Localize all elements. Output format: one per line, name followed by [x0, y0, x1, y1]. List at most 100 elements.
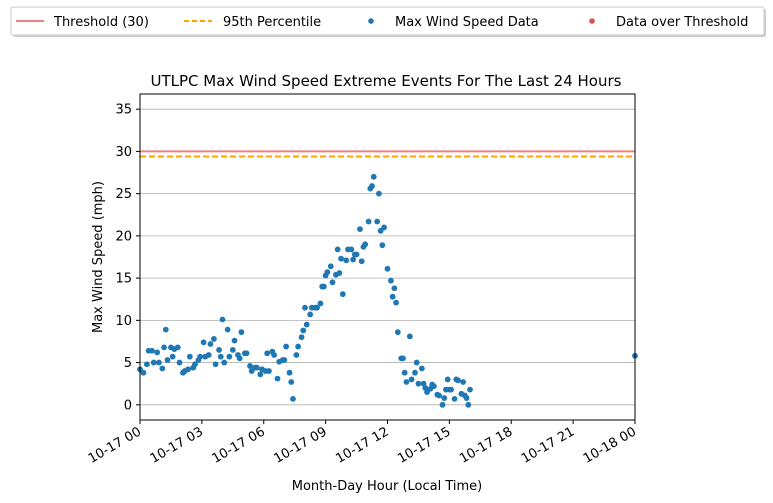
wind-speed-point [415, 380, 422, 387]
wind-speed-point [162, 326, 169, 333]
wind-speed-point [298, 334, 305, 341]
x-axis-label: Month-Day Hour (Local Time) [292, 479, 482, 494]
wind-speed-point [271, 352, 277, 358]
wind-speed-point [150, 359, 157, 366]
wind-speed-point [238, 329, 245, 336]
wind-speed-point [161, 344, 167, 351]
y-tick-label: 10 [115, 314, 132, 329]
wind-speed-point [384, 265, 391, 272]
wind-speed-point [460, 379, 467, 385]
wind-speed-point [274, 375, 281, 382]
wind-speed-point [207, 341, 214, 347]
wind-speed-point [317, 300, 324, 307]
x-tick-label: 10-17 12 [333, 424, 391, 466]
wind-speed-point [413, 359, 420, 366]
y-axis-ticks: 0 5 10 15 20 25 30 35 [115, 103, 140, 413]
wind-speed-point [444, 376, 451, 383]
grid-lines [140, 108, 635, 406]
y-tick-label: 15 [115, 272, 132, 287]
wind-speed-point [243, 350, 250, 357]
wind-speed-point [343, 257, 350, 264]
wind-speed-point [257, 371, 264, 378]
wind-speed-point [465, 401, 472, 408]
wind-speed-point [286, 369, 293, 376]
wind-speed-point [379, 242, 386, 249]
wind-speed-point [455, 377, 461, 384]
wind-speed-point [200, 339, 207, 346]
y-tick-label: 25 [115, 187, 132, 202]
wind-speed-point [381, 224, 387, 231]
wind-speed-point [314, 304, 320, 311]
y-tick-label: 35 [115, 103, 132, 118]
wind-speed-point [212, 361, 219, 368]
wind-speed-point [412, 369, 418, 376]
wind-speed-point [418, 365, 425, 372]
wind-speed-point [216, 347, 222, 353]
wind-speed-point [436, 392, 442, 399]
legend-over-threshold-swatch [589, 18, 595, 24]
legend-box [10, 6, 765, 36]
wind-speed-point [143, 361, 150, 368]
wind-speed-point [400, 355, 406, 362]
wind-speed-point [224, 326, 231, 333]
wind-speed-point [156, 359, 162, 366]
wind-speed-point [307, 311, 314, 318]
legend-item-percentile: 95th Percentile [184, 15, 321, 30]
legend-data-swatch [368, 18, 374, 24]
legend-item-over-threshold: Data over Threshold [589, 15, 748, 30]
wind-speed-point [253, 364, 260, 371]
chart-title: UTLPC Max Wind Speed Extreme Events For … [151, 72, 622, 90]
wind-speed-point [393, 299, 399, 306]
wind-speed-point [226, 353, 233, 360]
wind-speed-point [219, 316, 226, 323]
wind-speed-point [185, 366, 192, 373]
legend-data-label: Max Wind Speed Data [395, 15, 539, 30]
legend: Threshold (30) 95th Percentile Max Wind … [10, 6, 766, 37]
wind-speed-point [229, 347, 236, 353]
wind-speed-point [302, 304, 308, 311]
wind-speed-point [365, 218, 372, 225]
wind-speed-point [236, 355, 243, 362]
wind-speed-point [394, 329, 401, 336]
wind-speed-point [358, 258, 365, 265]
wind-speed-point [295, 343, 302, 350]
wind-speed-point [283, 343, 289, 350]
wind-speed-point [174, 344, 181, 351]
wind-speed-point [463, 395, 470, 401]
wind-speed-point [154, 349, 161, 356]
legend-item-data: Max Wind Speed Data [368, 15, 539, 30]
wind-speed-point [247, 363, 253, 369]
wind-speed-point [140, 369, 147, 376]
wind-speed-point [288, 379, 295, 385]
wind-speed-point [448, 386, 454, 393]
wind-speed-point [186, 353, 193, 360]
x-tick-label: 10-17 09 [272, 424, 330, 466]
wind-speed-point [406, 333, 413, 340]
wind-speed-point [374, 218, 381, 225]
wind-speed-point [281, 357, 288, 363]
wind-speed-point [300, 327, 307, 334]
wind-speed-point [329, 279, 336, 286]
x-tick-label: 10-17 06 [210, 424, 268, 466]
x-tick-label: 10-17 15 [395, 424, 453, 466]
x-tick-label: 10-17 00 [86, 424, 144, 466]
wind-speed-point [231, 337, 238, 344]
wind-speed-point [353, 251, 360, 258]
wind-speed-point [467, 386, 473, 393]
legend-percentile-label: 95th Percentile [223, 15, 321, 30]
legend-item-threshold: Threshold (30) [16, 15, 149, 30]
reference-lines [140, 150, 635, 158]
wind-speed-point [350, 256, 357, 263]
wind-speed-point [389, 293, 396, 300]
y-tick-label: 30 [115, 145, 132, 160]
wind-speed-point [324, 269, 331, 276]
y-tick-label: 5 [124, 356, 132, 371]
wind-speed-point [266, 368, 272, 374]
y-tick-label: 20 [115, 229, 132, 244]
wind-speed-point [336, 270, 343, 276]
wind-speed-point [211, 336, 217, 342]
wind-speed-point [290, 395, 296, 402]
x-tick-label: 10-18 00 [581, 424, 639, 466]
wind-speed-point [205, 352, 212, 358]
